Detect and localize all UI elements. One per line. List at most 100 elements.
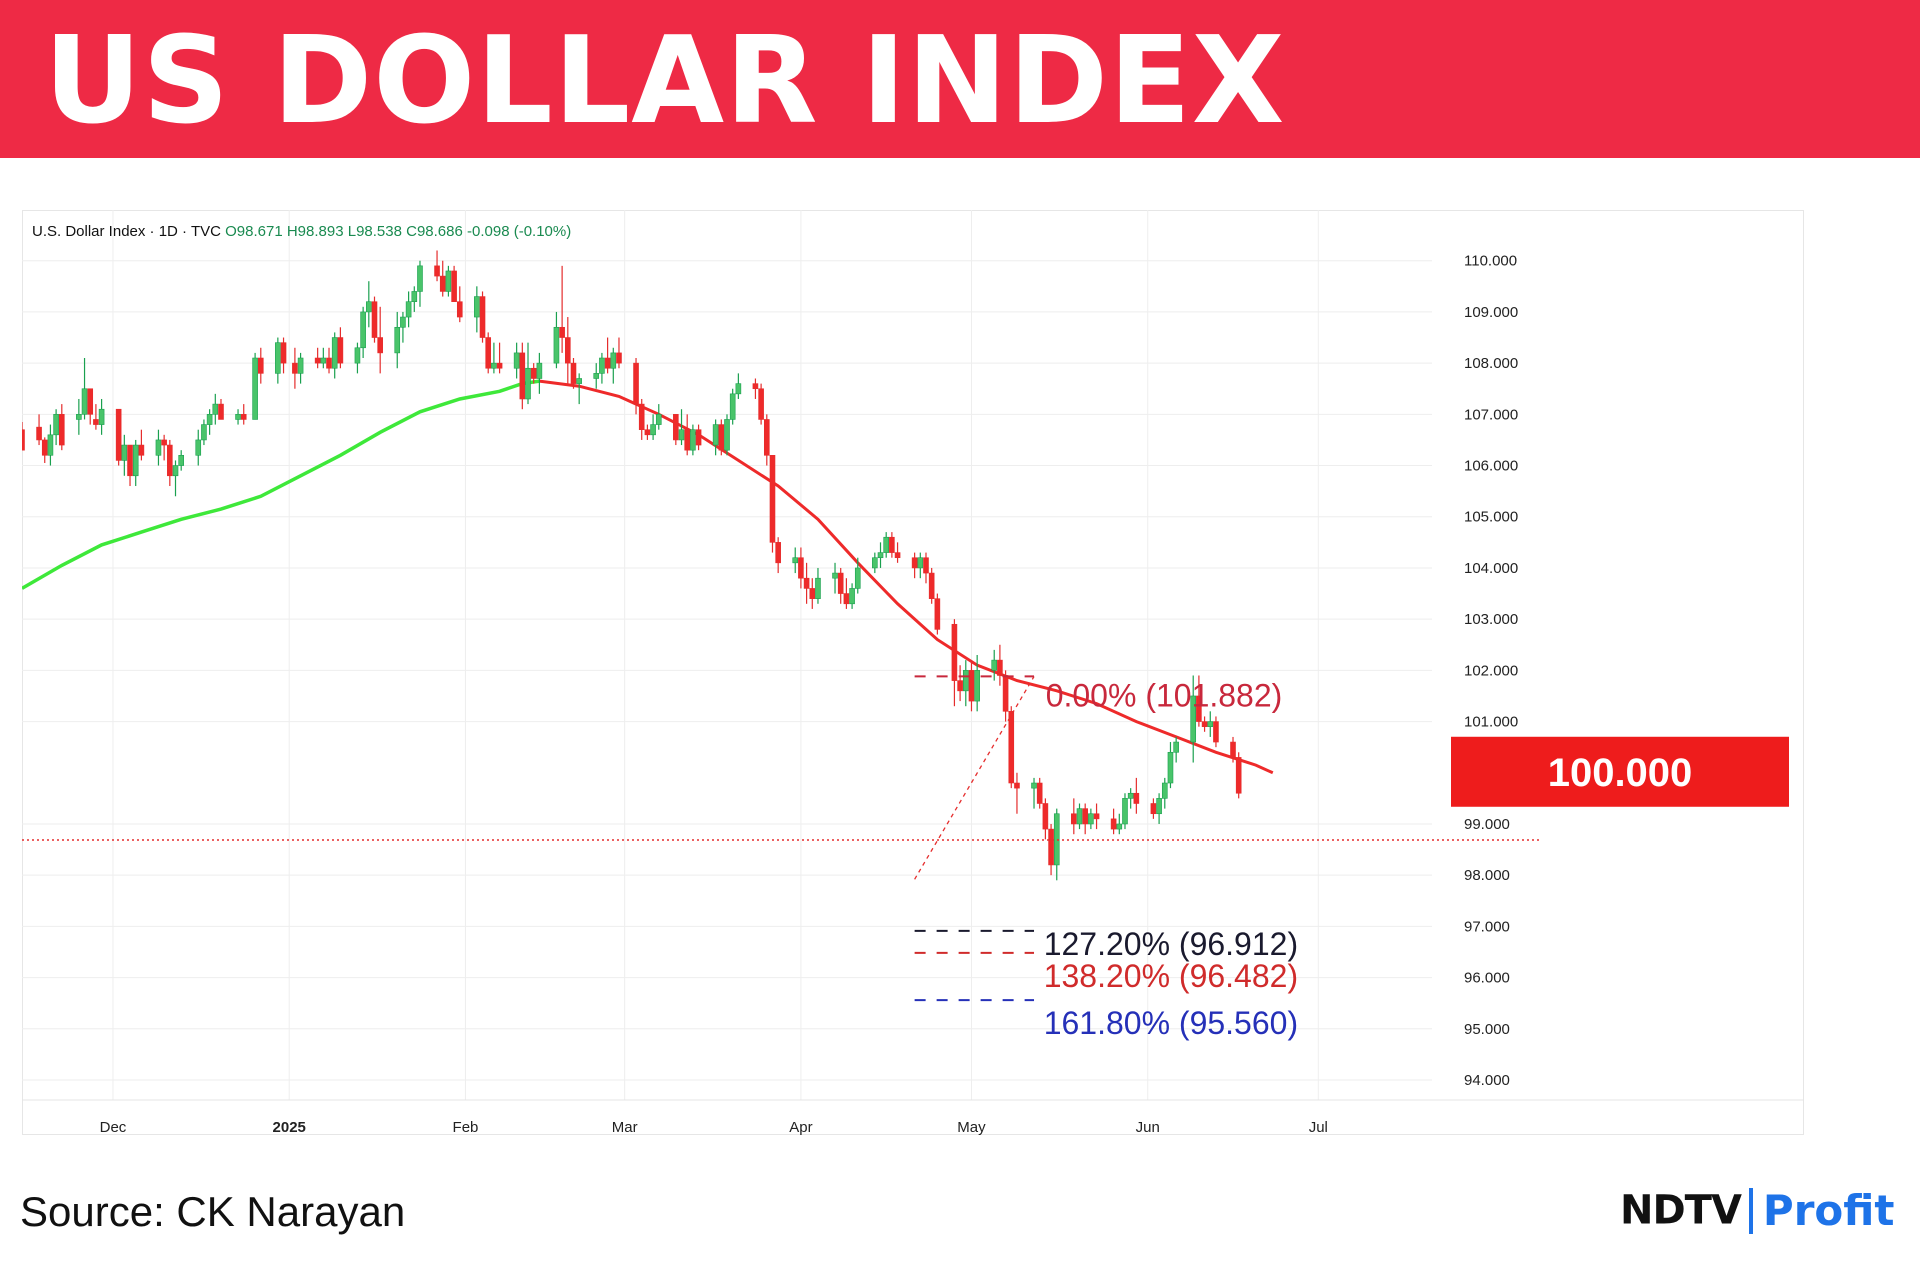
candle [536, 352, 543, 394]
candle-body [496, 362, 503, 369]
candle-body [297, 357, 304, 374]
candle-body [121, 444, 128, 461]
candle [673, 414, 679, 446]
candle [638, 398, 645, 440]
candle [1122, 793, 1128, 830]
candle [1201, 716, 1208, 732]
y-tick-label: 107.000 [1464, 406, 1518, 423]
candle [496, 342, 503, 374]
candle [326, 347, 332, 374]
info-close: C98.686 [406, 223, 467, 240]
candle [87, 388, 94, 425]
candle [1230, 736, 1236, 763]
candle [212, 393, 219, 425]
candle-body [889, 536, 895, 553]
candle-body [872, 557, 878, 569]
candle [968, 660, 975, 712]
candle [331, 332, 338, 379]
candle [650, 414, 656, 440]
candle [832, 562, 838, 594]
candle-body [1071, 813, 1077, 825]
candle-body [331, 337, 338, 369]
candle [695, 424, 702, 451]
candle-body [769, 455, 776, 543]
candle-body [536, 362, 543, 379]
candle [718, 419, 725, 456]
candle-body [451, 270, 457, 302]
candle [1235, 752, 1242, 799]
candle-body [849, 588, 855, 605]
candle-body [172, 465, 179, 477]
candle [729, 388, 736, 425]
candle-body [1161, 782, 1168, 799]
candle [1190, 675, 1197, 763]
candle-body [212, 403, 219, 415]
candle [167, 439, 173, 487]
candle-body [366, 301, 372, 313]
candle [951, 619, 958, 707]
x-tick-label: Apr [789, 1119, 812, 1135]
y-tick-label: 109.000 [1464, 304, 1518, 321]
candle-body [93, 419, 99, 425]
candle [809, 578, 816, 609]
candle [280, 337, 287, 374]
candle [474, 286, 480, 333]
candle [172, 460, 179, 497]
y-tick-label: 105.000 [1464, 509, 1518, 526]
candle [604, 337, 611, 374]
candle-body [837, 572, 844, 594]
candle [121, 434, 128, 476]
candle [1196, 675, 1202, 727]
logo-divider [1748, 1187, 1753, 1234]
candle-body [599, 357, 605, 374]
candle [297, 352, 304, 384]
candle [1076, 803, 1083, 830]
candle-body [1196, 695, 1202, 722]
candle-body [252, 357, 258, 420]
y-tick-label: 95.000 [1464, 1021, 1510, 1038]
fib-level-label: 127.20% (96.912) [1044, 926, 1298, 962]
candle-body [405, 301, 412, 318]
y-tick-label: 96.000 [1464, 970, 1510, 987]
candle [439, 260, 446, 297]
candle [1093, 803, 1100, 830]
candle [1167, 742, 1174, 789]
candle-body [132, 444, 139, 477]
candle-body [53, 414, 59, 436]
candle [445, 265, 452, 297]
candle [974, 655, 980, 712]
candle [792, 547, 799, 574]
candle-body [934, 598, 941, 630]
candle-body [803, 577, 810, 589]
price-label-text: 100.000 [1548, 751, 1693, 795]
candle [815, 567, 821, 604]
y-tick-label: 110.000 [1464, 253, 1517, 270]
candle [1053, 808, 1060, 881]
candle [769, 455, 776, 553]
candle-body [917, 557, 924, 569]
logo-ndtv-text: NDTV [1620, 1187, 1742, 1234]
candle [1042, 798, 1049, 840]
candle-body [76, 414, 82, 420]
candle-body [1213, 721, 1219, 743]
candle-body [456, 301, 463, 318]
candle [394, 311, 401, 369]
candle-body [479, 296, 486, 338]
candle-body [616, 352, 622, 364]
candle-body [1116, 823, 1123, 830]
candle-body [155, 439, 162, 456]
candle-body [417, 265, 423, 292]
candle [235, 409, 241, 425]
candle [1213, 716, 1219, 748]
candle [257, 347, 264, 384]
candle [47, 424, 54, 466]
candle-body [832, 572, 838, 579]
candle [93, 404, 99, 430]
candle [195, 429, 202, 466]
candle [1150, 798, 1157, 819]
candle-body [809, 588, 816, 599]
candle-body [280, 342, 287, 364]
candle-body [360, 311, 366, 349]
candle-body [354, 347, 361, 364]
candle-body [775, 542, 781, 564]
